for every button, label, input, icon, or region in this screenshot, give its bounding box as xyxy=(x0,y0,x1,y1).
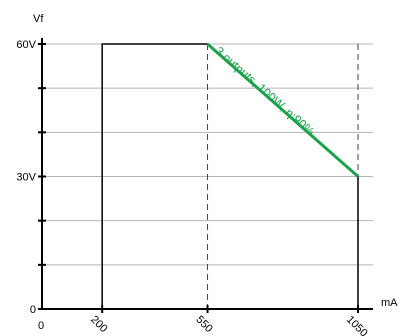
x-tick-label: 1050 xyxy=(344,314,370,336)
axes xyxy=(38,38,373,313)
x-tick-label: 200 xyxy=(88,314,109,335)
x-tick-label: 0 xyxy=(38,320,44,332)
series-lines xyxy=(101,42,359,309)
series-line xyxy=(101,43,208,309)
y-axis-label: Vf xyxy=(33,13,44,25)
x-tick-label: 550 xyxy=(193,314,214,335)
x-axis-label: mA xyxy=(381,297,398,309)
y-tick-label: 0 xyxy=(30,304,36,316)
y-tick-label: 30V xyxy=(16,172,36,184)
curve-label: 3 outputs, 100W, η:90% xyxy=(213,44,318,139)
tick-labels: 0 30V 60V 0 200 550 1050 xyxy=(16,39,369,336)
y-tick-label: 60V xyxy=(16,39,36,51)
series-line xyxy=(206,42,359,178)
